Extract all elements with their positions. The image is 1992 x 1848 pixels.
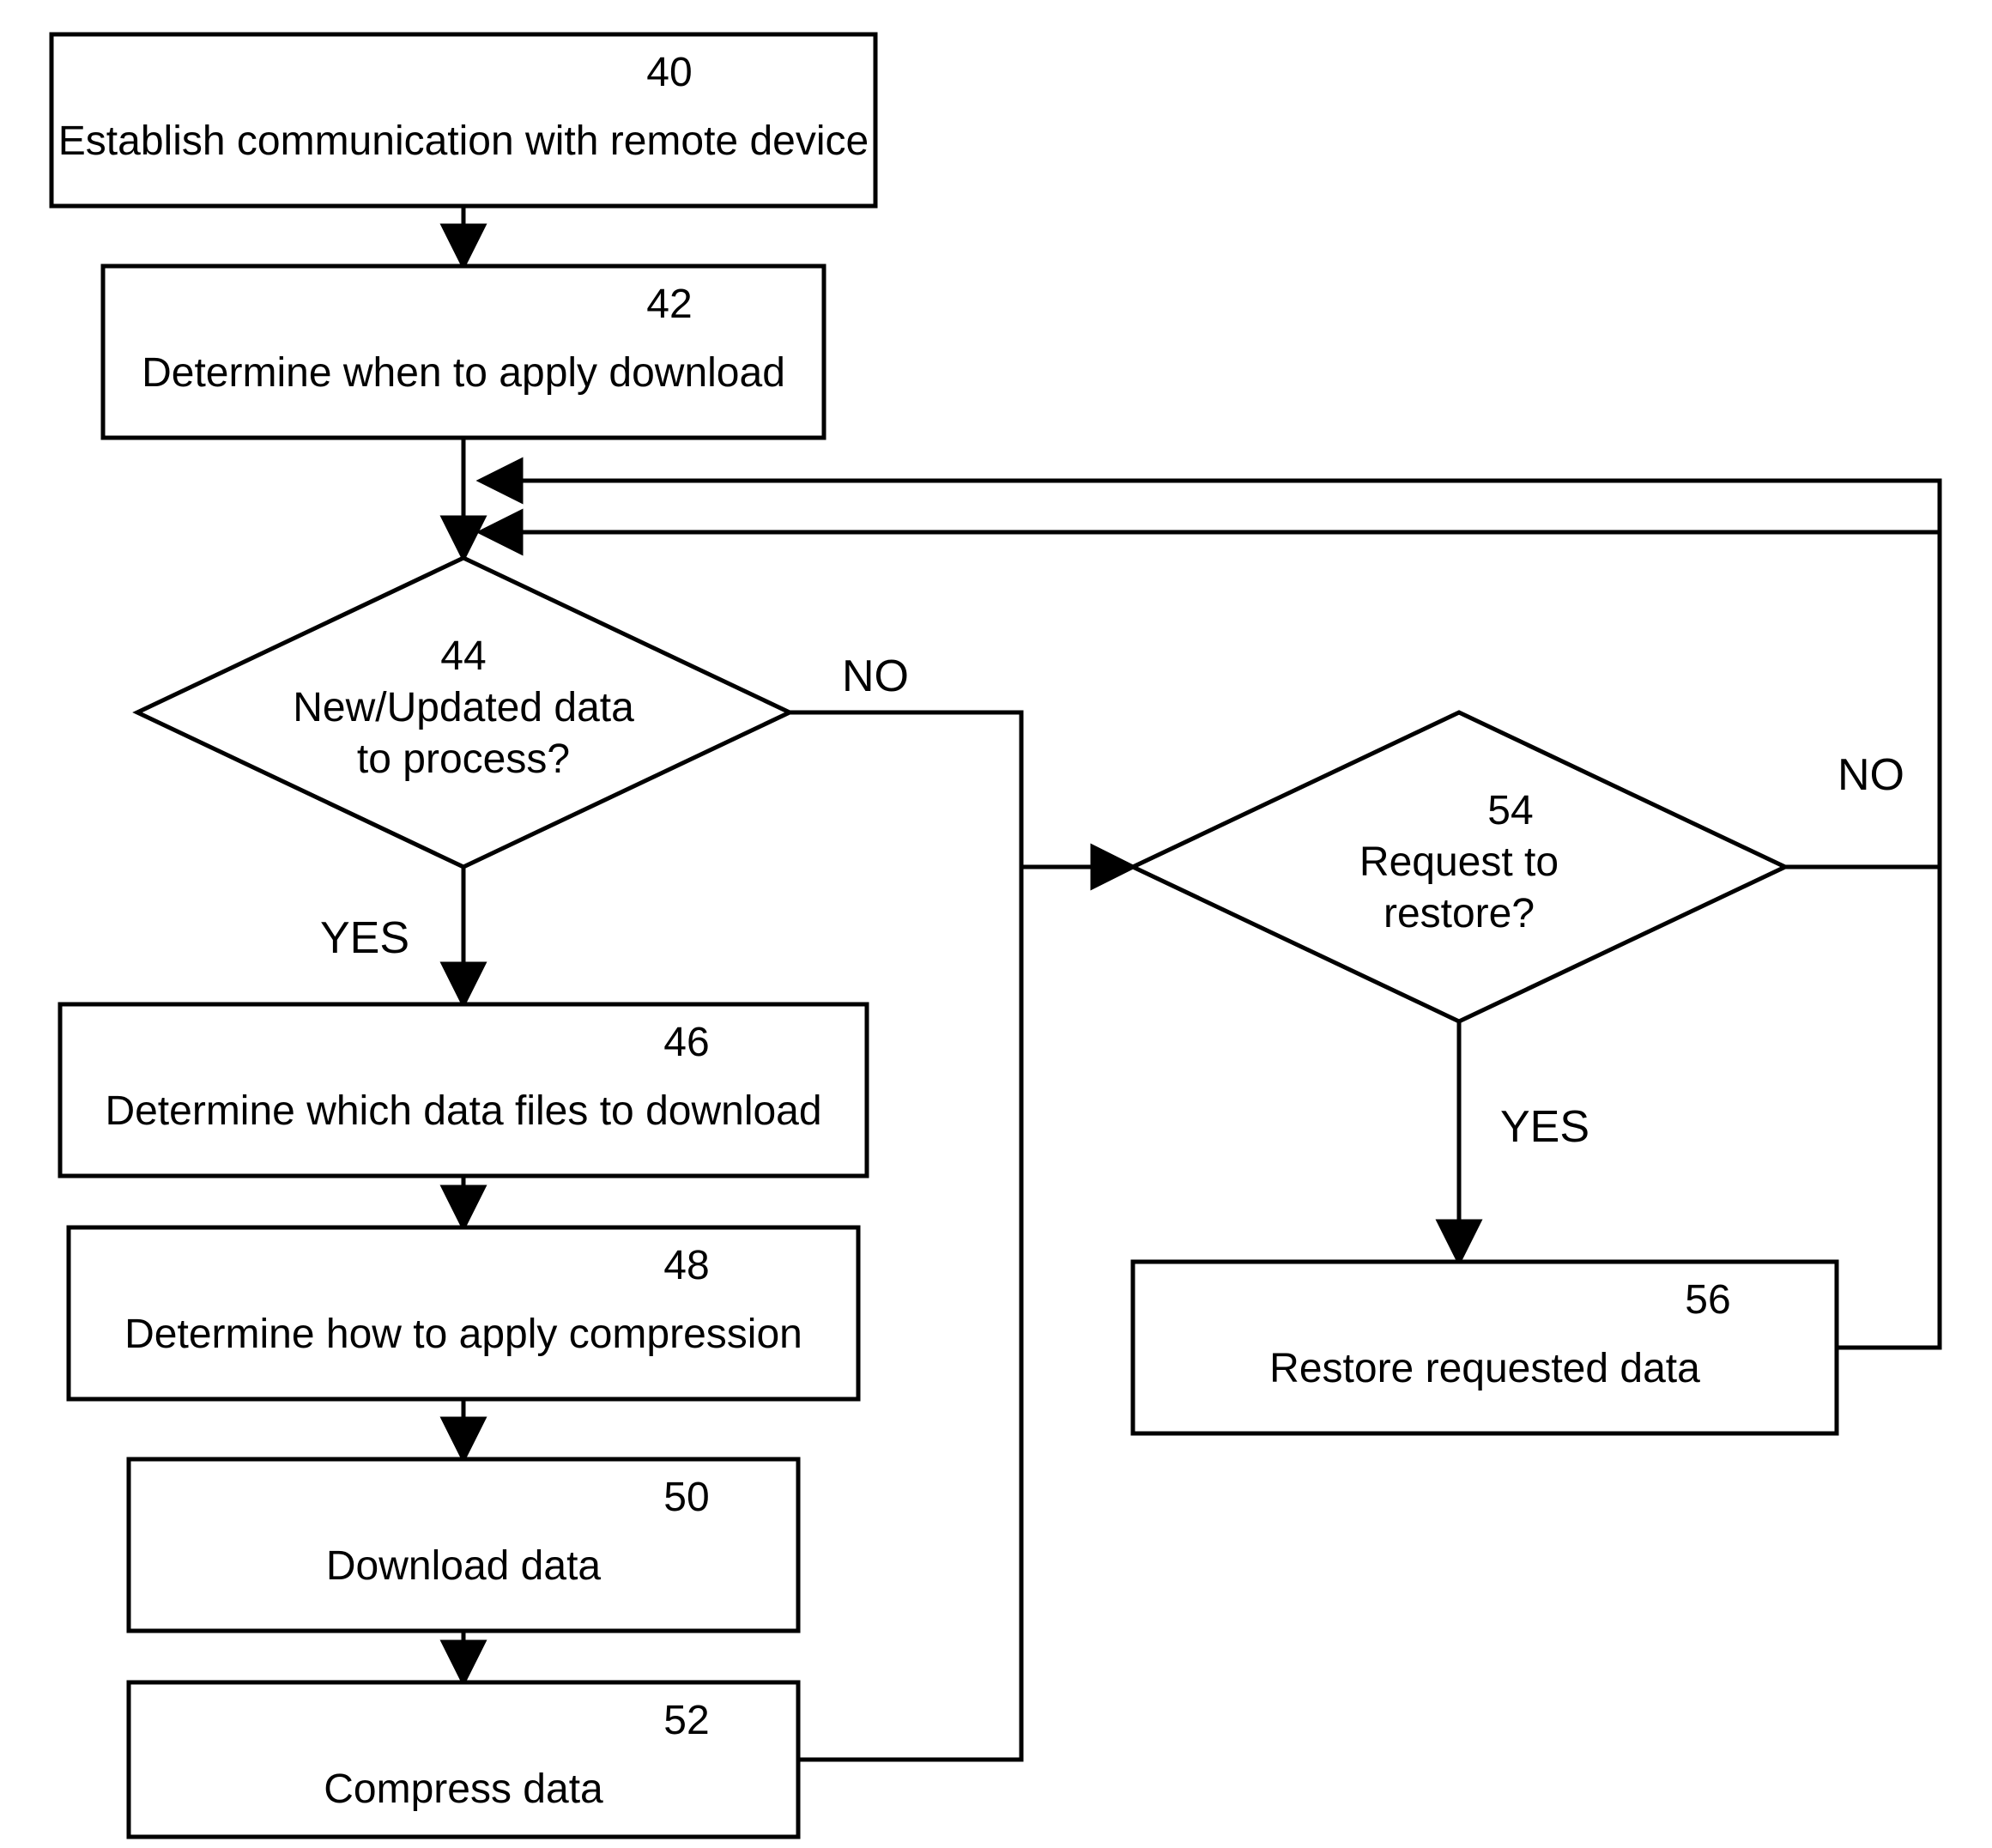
node-label-n44-line0: New/Updated data <box>293 685 634 730</box>
node-label-n48: Determine how to apply compression <box>124 1312 802 1357</box>
node-label-n54-line1: restore? <box>1384 891 1535 936</box>
edge-e44_54_no <box>790 712 1133 867</box>
node-ref-n46: 46 <box>663 1020 709 1065</box>
node-ref-n54: 54 <box>1487 788 1533 833</box>
node-ref-n56: 56 <box>1685 1277 1730 1323</box>
node-label-n42: Determine when to apply download <box>142 350 785 396</box>
edge-label-e44_46_yes: YES <box>320 913 409 963</box>
node-label-n40: Establish communication with remote devi… <box>58 118 869 164</box>
flowchart-canvas: YES NO YES NO 40 Establish communication with… <box>0 0 1992 1848</box>
node-label-n52: Compress data <box>324 1766 603 1812</box>
node-ref-n52: 52 <box>663 1698 709 1743</box>
edge-label-e54_no_loop: NO <box>1838 750 1904 800</box>
node-label-n44-line1: to process? <box>357 736 570 782</box>
node-ref-n40: 40 <box>646 50 692 95</box>
node-label-n46: Determine which data files to download <box>105 1088 821 1134</box>
node-ref-n44: 44 <box>440 633 486 679</box>
node-ref-n42: 42 <box>646 282 692 327</box>
node-label-n56: Restore requested data <box>1269 1346 1700 1391</box>
node-ref-n48: 48 <box>663 1243 709 1288</box>
node-label-n54-line0: Request to <box>1359 839 1559 885</box>
node-label-n50: Download data <box>326 1543 602 1589</box>
edge-label-e54_56_yes: YES <box>1500 1102 1589 1152</box>
edge-label-e44_54_no: NO <box>842 651 909 701</box>
node-ref-n50: 50 <box>663 1475 709 1520</box>
